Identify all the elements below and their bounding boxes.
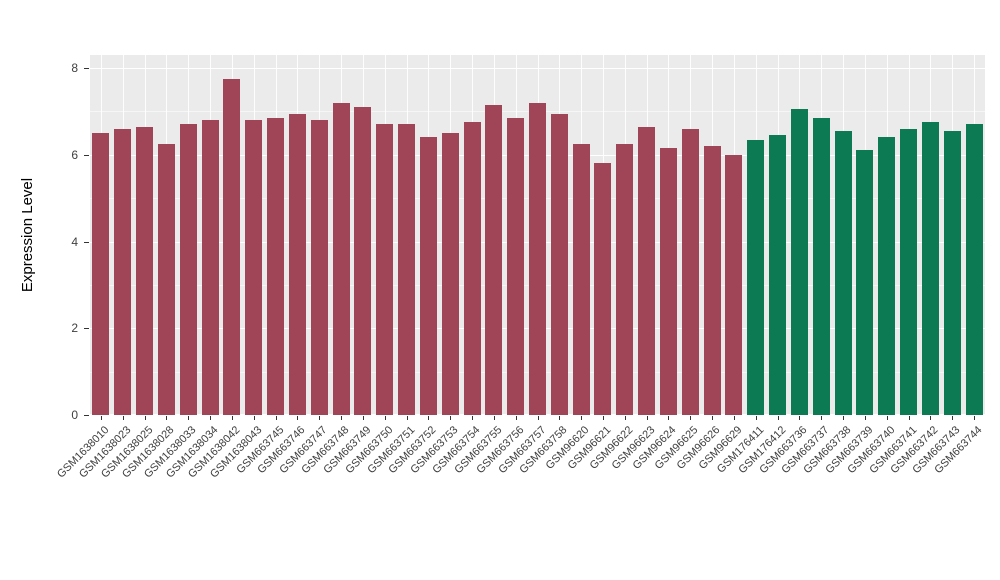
x-tick-mark	[428, 416, 429, 420]
bar	[464, 122, 481, 415]
y-tick-label: 0	[71, 408, 78, 422]
bar	[180, 124, 197, 415]
x-tick-mark	[668, 416, 669, 420]
x-tick-mark	[799, 416, 800, 420]
x-tick-mark	[690, 416, 691, 420]
bar	[791, 109, 808, 415]
bar	[704, 146, 721, 415]
x-tick-mark	[166, 416, 167, 420]
plot-panel	[90, 55, 985, 415]
x-tick-mark	[297, 416, 298, 420]
y-tick-label: 6	[71, 147, 78, 162]
x-tick-mark	[254, 416, 255, 420]
x-tick-mark	[756, 416, 757, 420]
bar	[354, 107, 371, 415]
y-tick-mark	[84, 154, 89, 156]
y-tick-label: 8	[71, 61, 78, 75]
bar	[223, 79, 240, 415]
bar	[529, 103, 546, 415]
bar	[158, 144, 175, 415]
bar	[114, 129, 131, 415]
x-tick-mark	[887, 416, 888, 420]
bar	[333, 103, 350, 415]
bar	[638, 127, 655, 415]
x-tick-mark	[734, 416, 735, 420]
x-tick-mark	[276, 416, 277, 420]
bar	[682, 129, 699, 415]
x-tick-mark	[385, 416, 386, 420]
x-tick-mark	[821, 416, 822, 420]
x-tick-mark	[210, 416, 211, 420]
bar	[878, 137, 895, 415]
bar	[900, 129, 917, 415]
bar	[376, 124, 393, 415]
bar	[747, 140, 764, 415]
x-tick-mark	[843, 416, 844, 420]
bar	[725, 155, 742, 415]
y-tick-mark	[84, 241, 89, 243]
x-tick-mark	[363, 416, 364, 420]
bar	[267, 118, 284, 415]
bar	[289, 114, 306, 415]
bar	[922, 122, 939, 415]
x-tick-mark	[472, 416, 473, 420]
x-tick-mark	[559, 416, 560, 420]
x-tick-mark	[494, 416, 495, 420]
bar	[136, 127, 153, 415]
x-tick-mark	[712, 416, 713, 420]
bar	[398, 124, 415, 415]
bar	[813, 118, 830, 415]
bar	[769, 135, 786, 415]
y-tick-mark	[84, 328, 89, 330]
y-tick-label: 2	[71, 321, 78, 336]
x-tick-mark	[930, 416, 931, 420]
bar	[442, 133, 459, 415]
bar	[660, 148, 677, 415]
bar	[594, 163, 611, 415]
y-axis-title: Expression Level	[19, 177, 36, 293]
x-tick-mark	[909, 416, 910, 420]
bar	[551, 114, 568, 415]
y-tick-mark	[84, 68, 89, 69]
bar	[966, 124, 983, 415]
x-tick-mark	[232, 416, 233, 420]
x-tick-mark	[952, 416, 953, 420]
x-tick-mark	[101, 416, 102, 420]
x-tick-mark	[647, 416, 648, 420]
bar	[573, 144, 590, 415]
x-tick-mark	[603, 416, 604, 420]
x-tick-mark	[865, 416, 866, 420]
x-tick-mark	[319, 416, 320, 420]
bar	[92, 133, 109, 415]
bar	[311, 120, 328, 415]
bar	[835, 131, 852, 415]
y-tick-mark	[84, 415, 89, 416]
x-tick-mark	[974, 416, 975, 420]
gridline-major	[90, 68, 985, 69]
bar	[420, 137, 437, 415]
x-tick-mark	[407, 416, 408, 420]
x-tick-mark	[188, 416, 189, 420]
bar	[507, 118, 524, 415]
x-tick-mark	[581, 416, 582, 420]
x-tick-mark	[145, 416, 146, 420]
x-tick-mark	[123, 416, 124, 420]
x-tick-mark	[450, 416, 451, 420]
x-tick-mark	[341, 416, 342, 420]
bar	[245, 120, 262, 415]
x-tick-mark	[538, 416, 539, 420]
x-tick-mark	[778, 416, 779, 420]
bar	[485, 105, 502, 415]
bar	[616, 144, 633, 415]
bar	[202, 120, 219, 415]
bar	[944, 131, 961, 415]
y-tick-label: 4	[71, 234, 78, 249]
x-tick-mark	[625, 416, 626, 420]
bar	[856, 150, 873, 415]
x-tick-mark	[516, 416, 517, 420]
